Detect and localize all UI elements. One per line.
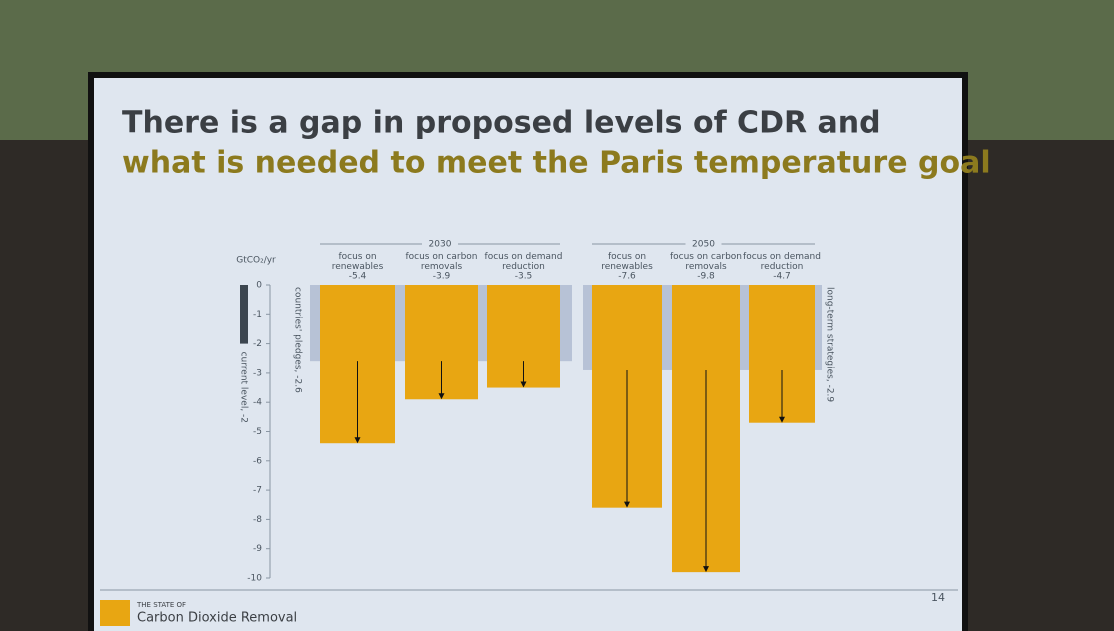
value-label: -4.7 bbox=[773, 272, 791, 282]
y-tick-label: -1 bbox=[253, 310, 262, 320]
y-tick-label: -3 bbox=[253, 368, 262, 378]
screen: There is a gap in proposed levels of CDR… bbox=[0, 0, 1114, 631]
y-tick-label: -10 bbox=[247, 574, 262, 584]
value-label: -5.4 bbox=[349, 272, 367, 282]
y-axis-label: GtCO₂/yr bbox=[236, 256, 276, 266]
y-tick-label: -8 bbox=[253, 515, 262, 525]
y-tick-label: -9 bbox=[253, 544, 262, 554]
current-level-label: current level, -2 bbox=[239, 352, 249, 423]
reference-label: countries' pledges, -2.6 bbox=[293, 287, 303, 393]
footer-name: Carbon Dioxide Removal bbox=[137, 611, 297, 626]
value-label: -7.6 bbox=[618, 272, 636, 282]
group-label: 2050 bbox=[692, 240, 715, 250]
value-label: -3.5 bbox=[515, 272, 533, 282]
slide: There is a gap in proposed levels of CDR… bbox=[0, 0, 1114, 631]
reference-label: long-term strategies, -2.9 bbox=[825, 287, 835, 402]
category-label: focus on demand reduction bbox=[479, 252, 569, 272]
category-label: focus on renewables bbox=[313, 252, 403, 272]
y-tick-label: -7 bbox=[253, 486, 262, 496]
group-label: 2030 bbox=[429, 240, 452, 250]
logo bbox=[100, 600, 130, 626]
category-label: focus on renewables bbox=[582, 252, 672, 272]
y-tick-label: -4 bbox=[253, 398, 262, 408]
category-label: focus on demand reduction bbox=[737, 252, 827, 272]
title-highlight: what is needed to meet the Paris tempera… bbox=[122, 146, 991, 181]
y-tick-label: 0 bbox=[256, 281, 262, 291]
page-number: 14 bbox=[931, 591, 945, 604]
current-level-bar bbox=[240, 285, 248, 344]
y-tick-label: -6 bbox=[253, 456, 262, 466]
footer-kicker: THE STATE OF bbox=[136, 601, 186, 609]
value-label: -9.8 bbox=[697, 272, 715, 282]
y-tick-label: -2 bbox=[253, 339, 262, 349]
y-tick-label: -5 bbox=[253, 427, 262, 437]
value-label: -3.9 bbox=[433, 272, 451, 282]
title: There is a gap in proposed levels of CDR… bbox=[122, 106, 881, 141]
category-label: focus on carbon removals bbox=[397, 252, 487, 272]
